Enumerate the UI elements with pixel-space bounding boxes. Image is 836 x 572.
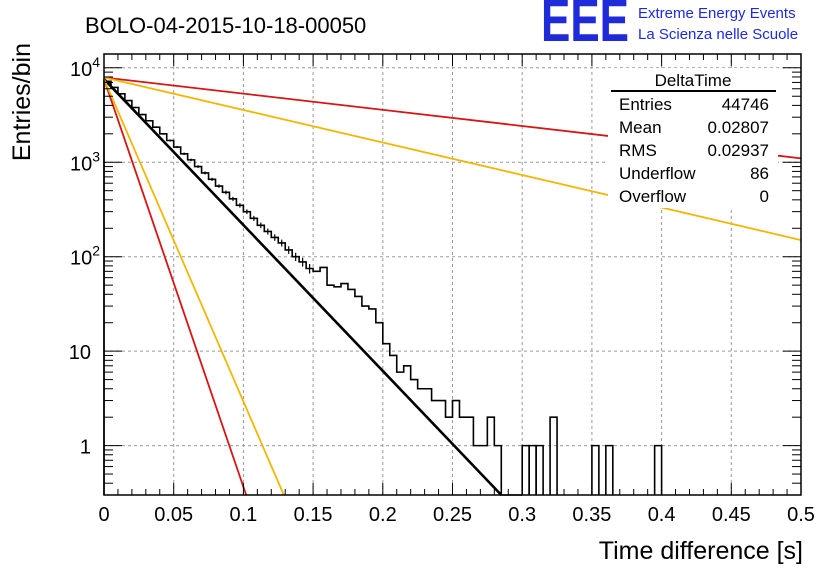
- stats-value: 0: [760, 187, 769, 206]
- histogram-outline: [103, 80, 523, 496]
- fit-lines-layer: [103, 76, 802, 496]
- y-tick-base: 10: [70, 248, 92, 270]
- chart-title: BOLO-04-2015-10-18-00050: [85, 13, 366, 38]
- x-tick-label: 0.5: [787, 504, 815, 526]
- x-tick-label: 0.35: [572, 504, 611, 526]
- y-tick-label: 103: [70, 148, 100, 175]
- fit-line-orange-shallow: [103, 76, 802, 241]
- x-tick-label: 0.05: [154, 504, 193, 526]
- axes-frame: [103, 53, 802, 496]
- stats-label: Underflow: [619, 164, 696, 183]
- y-tick-label: 1: [80, 437, 91, 459]
- y-tick-base: 10: [70, 59, 92, 81]
- stats-label: Entries: [619, 95, 672, 114]
- y-tick-base: 10: [70, 153, 92, 175]
- histogram-bin: [591, 444, 600, 495]
- fit-line-orange-steep: [103, 78, 285, 496]
- x-tick-label: 0.25: [433, 504, 472, 526]
- stats-label: Overflow: [619, 187, 687, 206]
- x-tick-label: 0.4: [648, 504, 676, 526]
- stats-box: DeltaTime Entries 44746 Mean 0.02807 RMS 0.02…: [608, 68, 778, 208]
- stats-label: RMS: [619, 141, 657, 160]
- y-tick-label: 10: [69, 342, 91, 364]
- stats-value: 44746: [722, 95, 769, 114]
- eee-logo-mark: EEE: [541, 0, 629, 54]
- stats-box-title: DeltaTime: [655, 71, 732, 90]
- stats-value: 0.02807: [708, 118, 769, 137]
- x-axis-title: Time difference [s]: [599, 537, 803, 565]
- histogram-bin: [549, 416, 558, 495]
- x-tick-labels: 0 0.05 0.1 0.15 0.2 0.25 0.3 0.35 0.4 0.45 0.5: [98, 504, 814, 526]
- y-tick-label: 102: [70, 243, 100, 270]
- x-tick-label: 0.2: [369, 504, 397, 526]
- fit-line-black-fit: [103, 78, 503, 496]
- x-tick-label: 0.3: [508, 504, 536, 526]
- x-tick-label: 0: [98, 504, 109, 526]
- y-axis-title: Entries/bin: [8, 43, 36, 161]
- histogram-bin: [605, 444, 614, 495]
- histogram-bin: [535, 444, 544, 495]
- stats-value: 86: [750, 164, 769, 183]
- histogram-bin: [653, 444, 663, 495]
- logo-line-2: La Scienza nelle Scuole: [638, 26, 798, 43]
- y-tick-exponent: 4: [92, 54, 100, 70]
- histogram-bin: [521, 444, 530, 495]
- x-tick-label: 0.15: [294, 504, 333, 526]
- histogram-layer: [103, 80, 663, 496]
- x-tick-label: 0.45: [712, 504, 751, 526]
- y-tick-exponent: 2: [92, 243, 100, 259]
- histogram-bin: [528, 444, 537, 495]
- y-tick-label: 104: [70, 54, 100, 81]
- logo-line-1: Extreme Energy Events: [638, 5, 796, 22]
- fit-line-red-steep: [103, 78, 248, 496]
- x-tick-label: 0.1: [229, 504, 257, 526]
- stats-label: Mean: [619, 118, 662, 137]
- stats-rows: Entries 44746 Mean 0.02807 RMS 0.02937 Underfl…: [619, 95, 769, 206]
- stats-value: 0.02937: [708, 141, 769, 160]
- y-tick-exponent: 3: [92, 148, 100, 164]
